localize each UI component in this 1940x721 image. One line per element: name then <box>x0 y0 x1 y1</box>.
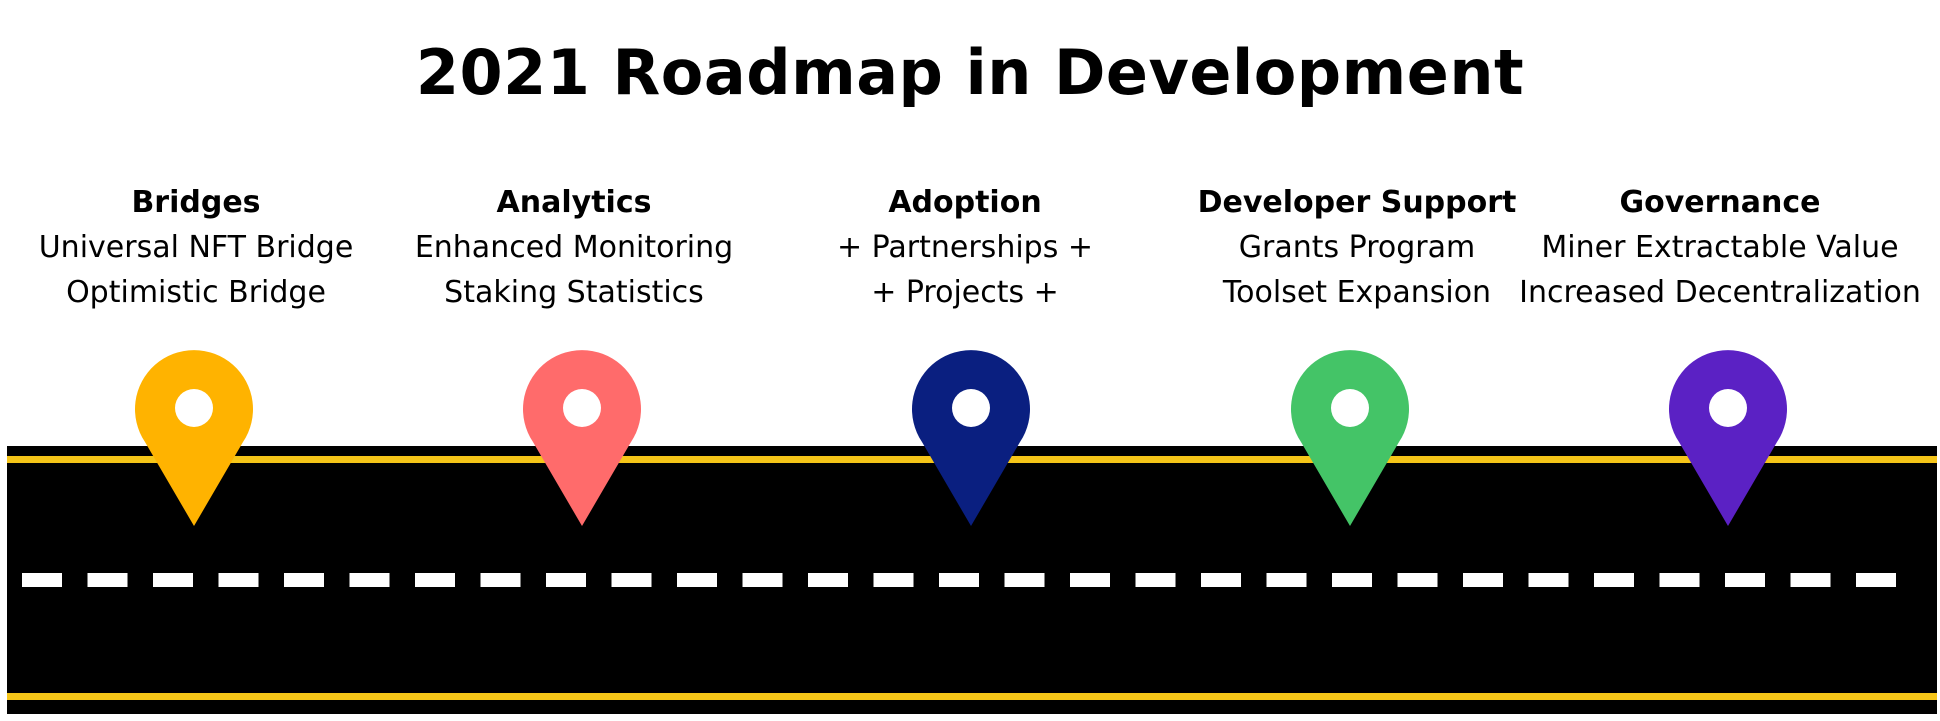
map-pin-icon <box>135 350 253 526</box>
center-dash <box>742 573 783 587</box>
milestone-item: Enhanced Monitoring <box>414 230 734 265</box>
center-dash <box>1594 573 1634 587</box>
milestone-item: Toolset Expansion <box>1222 275 1492 310</box>
map-pin-icon <box>1669 350 1787 526</box>
center-dash <box>939 573 979 587</box>
map-pin-icon <box>523 350 642 526</box>
map-pin-icon <box>1291 350 1409 526</box>
milestone-governance: Governance Miner Extractable Value Incre… <box>1510 180 1930 315</box>
milestone-developer-support: Developer Support Grants Program Toolset… <box>1147 180 1567 315</box>
milestone-item: + Projects + <box>871 275 1059 310</box>
center-dash <box>611 573 652 587</box>
center-dash <box>1070 573 1110 587</box>
milestone-item: Miner Extractable Value <box>1541 230 1899 265</box>
milestone-heading: Adoption <box>888 185 1042 220</box>
center-dash <box>480 573 521 587</box>
milestone-heading: Bridges <box>131 185 261 220</box>
center-dash <box>677 573 717 587</box>
milestone-item: Universal NFT Bridge <box>38 230 354 265</box>
center-dash <box>22 573 62 587</box>
center-dash <box>546 573 586 587</box>
bottom-edge-line <box>7 693 1937 700</box>
center-dash <box>1135 573 1176 587</box>
center-dash <box>1528 573 1569 587</box>
milestone-pins <box>135 350 1787 526</box>
center-dash <box>1659 573 1700 587</box>
center-dash <box>284 573 324 587</box>
milestone-heading: Analytics <box>496 185 652 220</box>
center-dash <box>1397 573 1438 587</box>
milestone-item: + Partnerships + <box>836 230 1094 265</box>
center-dash <box>1725 573 1765 587</box>
center-dash <box>873 573 914 587</box>
milestone-adoption: Adoption + Partnerships + + Projects + <box>755 180 1175 315</box>
center-dash <box>1004 573 1045 587</box>
milestone-item: Increased Decentralization <box>1519 275 1921 310</box>
map-pin-icon <box>911 350 1030 526</box>
center-dash <box>1332 573 1372 587</box>
center-dash <box>218 573 259 587</box>
milestone-analytics: Analytics Enhanced Monitoring Staking St… <box>364 180 784 315</box>
center-dash <box>1266 573 1307 587</box>
milestone-item: Staking Statistics <box>444 275 704 310</box>
milestone-bridges: Bridges Universal NFT Bridge Optimistic … <box>0 180 406 315</box>
page-title: 2021 Roadmap in Development <box>415 36 1525 109</box>
center-dash <box>808 573 848 587</box>
center-dash <box>1790 573 1831 587</box>
center-dash <box>87 573 128 587</box>
center-line <box>22 573 1896 587</box>
milestone-heading: Developer Support <box>1197 185 1517 220</box>
center-dash <box>1856 573 1896 587</box>
center-dash <box>349 573 390 587</box>
center-dash <box>153 573 193 587</box>
milestone-item: Optimistic Bridge <box>66 275 326 310</box>
milestone-heading: Governance <box>1619 185 1821 220</box>
milestone-item: Grants Program <box>1238 230 1476 265</box>
center-dash <box>1201 573 1241 587</box>
center-dash <box>1463 573 1503 587</box>
center-dash <box>415 573 455 587</box>
